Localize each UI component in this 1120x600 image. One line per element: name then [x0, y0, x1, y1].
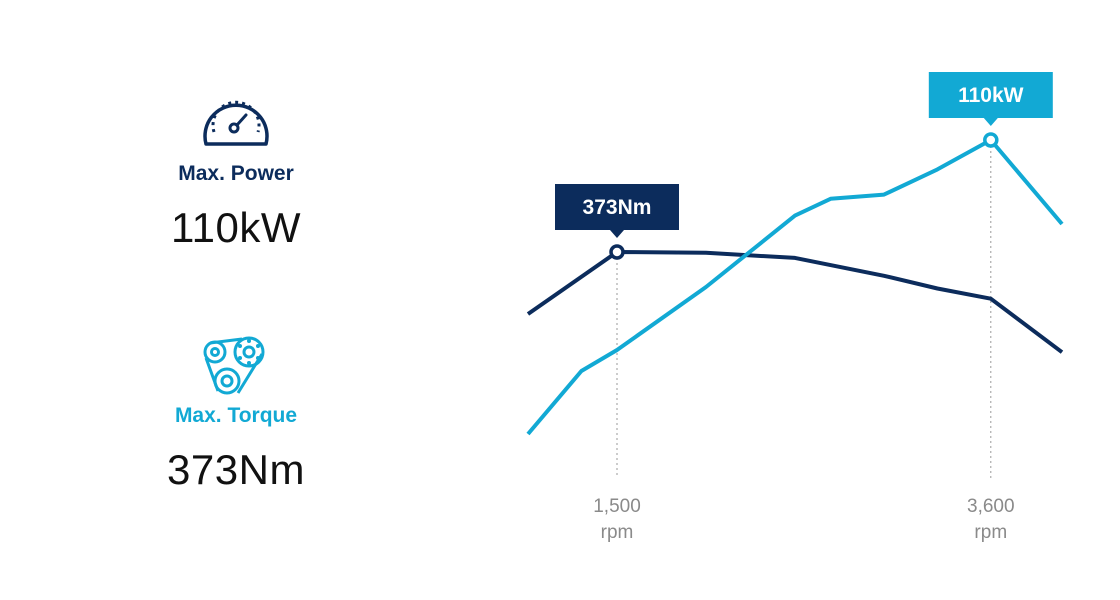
- peak-marker-1: [983, 132, 999, 148]
- callout-pointer-1: [983, 118, 998, 126]
- x-tick-label: 3,600: [967, 496, 1015, 517]
- max-torque-stat: Max. Torque 373Nm: [151, 332, 321, 494]
- max-power-stat: Max. Power 110kW: [151, 88, 321, 252]
- max-power-label: Max. Power: [178, 162, 294, 185]
- peak-label-1: 110kW: [958, 84, 1024, 107]
- series-line-0: [526, 250, 1064, 354]
- peak-callout-0: [555, 184, 679, 230]
- x-tick-unit: rpm: [974, 522, 1007, 543]
- peak-marker-0: [609, 244, 625, 260]
- speedometer-icon: [151, 88, 321, 156]
- series-line-1: [526, 138, 1064, 436]
- max-torque-value: 373Nm: [167, 446, 305, 493]
- max-torque-label: Max. Torque: [174, 404, 298, 427]
- peak-label-0: 373Nm: [583, 196, 652, 219]
- x-tick-unit: rpm: [601, 522, 634, 543]
- callout-pointer-0: [610, 230, 624, 238]
- belt-pulley-icon: [151, 332, 321, 398]
- max-power-value: 110kW: [170, 204, 302, 251]
- x-tick-label: 1,500: [593, 496, 641, 517]
- peak-callout-1: [928, 72, 1053, 118]
